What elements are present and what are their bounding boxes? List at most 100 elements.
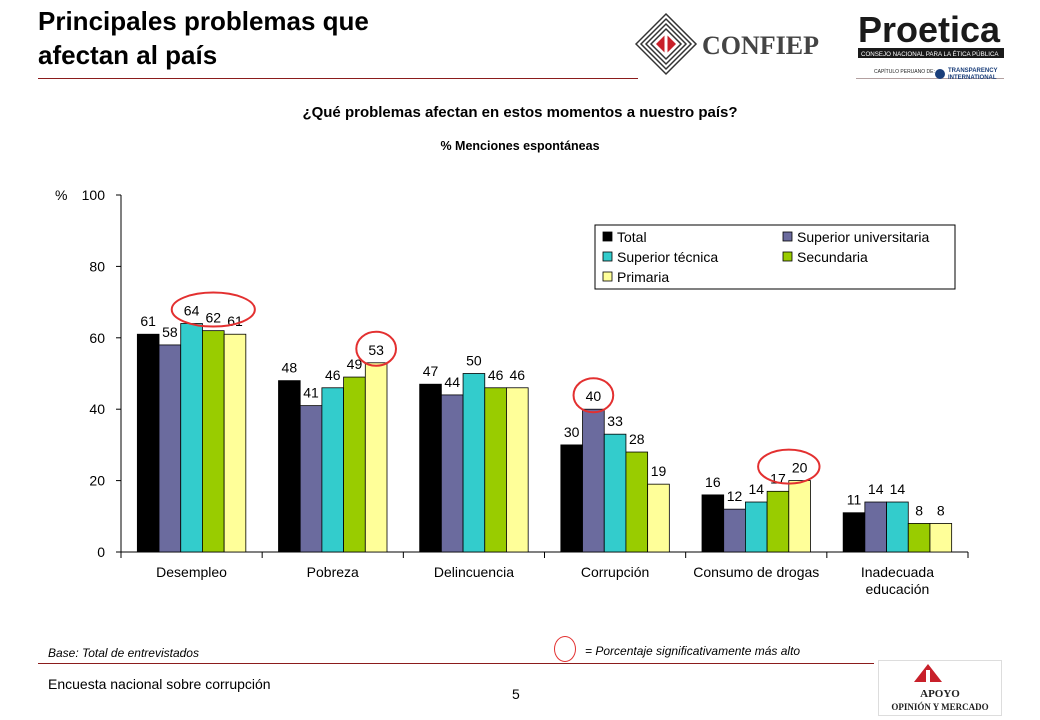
legend-label: Primaria	[617, 269, 669, 285]
data-label: 8	[937, 502, 945, 518]
data-label: 14	[890, 481, 906, 497]
bar	[766, 490, 790, 553]
bar	[864, 501, 887, 553]
significance-circle-icon	[554, 636, 576, 662]
base-note: Base: Total de entrevistados	[48, 646, 199, 660]
data-label: 47	[423, 363, 439, 379]
bar	[701, 494, 725, 553]
legend-label: Superior universitaria	[797, 229, 929, 245]
bar	[886, 501, 909, 553]
legend-swatch	[602, 231, 613, 242]
data-label: 53	[368, 342, 384, 358]
chart-subtitle: % Menciones espontáneas	[440, 139, 600, 153]
bar	[180, 323, 203, 553]
data-label: 61	[227, 313, 243, 329]
apoyo-logo: APOYO OPINIÓN Y MERCADO	[878, 660, 1002, 716]
proetica-logo: Proetica CONSEJO NACIONAL PARA LA ÉTICA …	[858, 9, 1004, 81]
survey-question: ¿Qué problemas afectan en estos momentos…	[302, 104, 738, 121]
data-label: 62	[205, 310, 221, 326]
highlight-circle	[355, 330, 397, 367]
bar	[625, 451, 649, 553]
data-label: 48	[282, 360, 298, 376]
bar	[440, 394, 464, 553]
bar	[299, 405, 323, 553]
data-label: 44	[444, 374, 460, 390]
y-unit-label: %	[55, 187, 67, 203]
footer-rule	[38, 663, 874, 664]
highlight-circle	[757, 448, 821, 485]
bar	[484, 387, 507, 553]
data-label: 46	[488, 367, 504, 383]
international-text: INTERNATIONAL	[948, 75, 997, 81]
data-label: 20	[792, 460, 808, 476]
proetica-logo-text: Proetica	[858, 9, 1001, 50]
bar	[419, 383, 442, 553]
confiep-logo: CONFIEP	[634, 12, 819, 76]
legend-swatch	[602, 251, 613, 262]
bar	[278, 380, 301, 553]
category-label: Inadecuada	[861, 564, 934, 580]
data-label: 64	[184, 303, 200, 319]
category-label: Pobreza	[307, 564, 359, 580]
y-tick-label: 100	[82, 187, 106, 203]
highlight-circle	[170, 291, 256, 328]
page-number: 5	[512, 686, 520, 702]
bar	[560, 444, 583, 553]
bar	[723, 508, 746, 553]
data-label: 12	[727, 488, 743, 504]
legend-label: Superior técnica	[617, 249, 718, 265]
y-tick-label: 20	[89, 473, 105, 489]
bar	[842, 512, 866, 553]
highlight-circle	[572, 377, 615, 414]
apoyo-logo-text: APOYO	[920, 688, 960, 700]
category-label: Desempleo	[156, 564, 227, 580]
transparency-globe-icon	[935, 69, 945, 79]
confiep-logo-text: CONFIEP	[702, 31, 819, 60]
data-label: 33	[607, 413, 623, 429]
data-label: 8	[915, 502, 923, 518]
data-label: 41	[303, 385, 319, 401]
legend-swatch	[782, 251, 793, 262]
category-label: Consumo de drogas	[693, 564, 819, 580]
data-label: 49	[347, 356, 363, 372]
data-label: 46	[325, 367, 341, 383]
page-title: Principales problemas que afectan al paí…	[38, 4, 369, 72]
legend-swatch	[602, 271, 613, 282]
bar	[907, 523, 931, 553]
y-tick-label: 80	[89, 258, 105, 274]
legend-label: Secundaria	[797, 249, 868, 265]
legend-label: Total	[617, 229, 647, 245]
bar	[745, 501, 768, 553]
header-rule-right	[856, 78, 1004, 79]
bar	[223, 333, 247, 553]
significance-note: = Porcentaje significativamente más alto	[585, 644, 801, 658]
data-label: 16	[705, 474, 721, 490]
bar	[647, 483, 670, 553]
y-tick-label: 40	[89, 401, 105, 417]
data-label: 30	[564, 424, 580, 440]
bar	[788, 480, 811, 553]
bar	[603, 433, 627, 553]
survey-name: Encuesta nacional sobre corrupción	[48, 676, 271, 692]
transparency-text: TRANSPARENCY	[948, 68, 998, 74]
data-label: 11	[847, 492, 862, 508]
y-tick-label: 0	[97, 544, 105, 560]
bar	[364, 362, 388, 553]
category-label: Delincuencia	[434, 564, 514, 580]
bar	[929, 523, 953, 553]
data-label: 50	[466, 353, 482, 369]
proetica-chapter: CAPÍTULO PERUANO DE:	[874, 68, 935, 75]
proetica-tagline: CONSEJO NACIONAL PARA LA ÉTICA PÚBLICA	[861, 51, 999, 58]
data-label: 58	[162, 324, 178, 340]
bar	[158, 344, 182, 553]
page-title-line-1: Principales problemas que	[38, 6, 369, 36]
bar	[343, 376, 366, 553]
data-label: 14	[868, 481, 884, 497]
data-label: 61	[140, 313, 156, 329]
header-rule	[38, 78, 638, 79]
data-label: 14	[748, 481, 764, 497]
bar	[506, 387, 529, 553]
data-label: 28	[629, 431, 645, 447]
bar	[462, 373, 486, 553]
